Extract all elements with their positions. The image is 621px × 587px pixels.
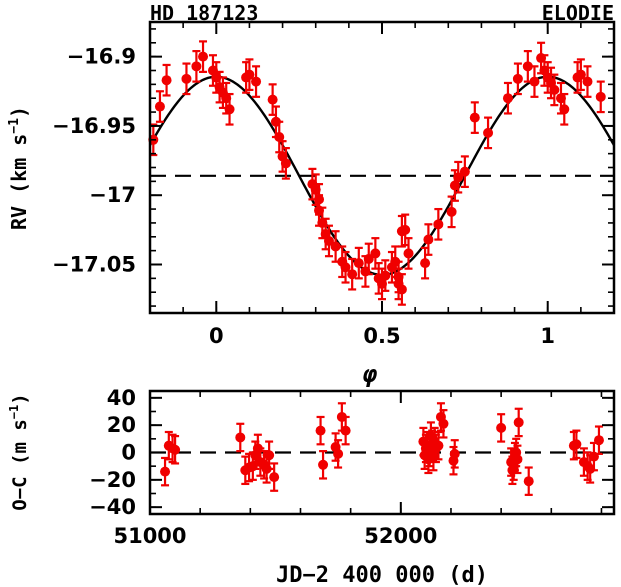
oc-point-14 [269, 462, 280, 492]
oc-point-18 [333, 439, 344, 469]
rv-point-52 [459, 155, 470, 188]
rv-point-4 [191, 49, 202, 83]
rv-point-69 [595, 80, 606, 114]
oc-ytick-label-2: 0 [121, 441, 136, 465]
oc-point-16 [318, 450, 329, 480]
rv-xtick-label-1: 0.5 [363, 324, 400, 348]
oc-point-44 [513, 407, 524, 438]
oc-axis-label-text: O−C (m s [9, 419, 31, 511]
rv-point-45 [403, 237, 414, 270]
rv-point-68 [582, 65, 593, 98]
rv-point-5 [198, 40, 209, 73]
rv-point-53 [469, 101, 480, 134]
oc-ytick-label-0: 40 [107, 386, 136, 410]
rv-point-54 [483, 116, 494, 150]
rv-ytick-label-2: −17 [89, 183, 136, 207]
rv-point-30 [347, 257, 358, 291]
rv-point-56 [512, 62, 523, 96]
rv-point-26 [323, 224, 334, 258]
rv-point-58 [529, 65, 540, 98]
residuals-panel: 51000 52000 40 20 0 −20 −40 JD−2 400 000 (d) O… [7, 386, 616, 587]
rv-ytick-label-0: −16.9 [67, 45, 136, 69]
rv-point-57 [522, 49, 533, 83]
rv-point-44 [400, 213, 411, 247]
rv-point-1 [154, 90, 165, 123]
oc-axis-label-close: ) [9, 393, 31, 404]
oc-point-0 [160, 456, 171, 487]
rv-point-13 [244, 58, 255, 92]
rv-point-63 [549, 73, 560, 107]
top-ticks-group: 0 0.5 1 −16.9 −16.95 −17 −17.05 [52, 22, 615, 348]
oc-point-47 [571, 429, 582, 460]
rv-points-group [148, 40, 606, 306]
rv-point-31 [353, 246, 364, 280]
rv-phase-panel: HD 187123 ELODIE 0 0.5 1−16.9−16.95−17−17.… [7, 1, 616, 388]
rv-axis-label-exponent: −1 [7, 118, 22, 134]
rv-point-47 [423, 223, 434, 256]
rv-axis-label: RV (km s−1) [7, 106, 31, 230]
oc-point-4 [235, 422, 246, 453]
oc-ytick-label-1: 20 [107, 413, 136, 437]
rv-point-17 [274, 120, 285, 154]
bottom-plot-frame [148, 389, 616, 516]
rv-xtick-label-0: 0 [209, 324, 224, 348]
rv-point-42 [396, 273, 407, 306]
oc-point-52 [593, 425, 604, 455]
top-plot-frame [148, 20, 616, 315]
rv-point-48 [433, 207, 444, 241]
rv-ytick-label-1: −16.95 [52, 114, 136, 138]
jd-axis-label: JD−2 400 000 (d) [276, 563, 488, 587]
rv-point-19 [280, 147, 291, 180]
rv-point-51 [453, 160, 464, 194]
rv-point-11 [224, 92, 235, 126]
rv-ytick-label-3: −17.05 [52, 253, 136, 277]
oc-point-34 [438, 409, 449, 439]
oc-point-13 [264, 440, 275, 470]
rv-point-15 [267, 83, 278, 116]
rv-point-34 [370, 237, 381, 270]
oc-ytick-label-4: −40 [89, 495, 136, 519]
oc-point-37 [496, 413, 507, 443]
rv-axis-label-text: RV (km s [7, 134, 31, 230]
oc-axis-label-exponent: −1 [7, 405, 21, 419]
oc-point-45 [523, 466, 534, 496]
rv-point-14 [251, 65, 262, 98]
rv-point-65 [559, 92, 570, 126]
rv-point-3 [181, 62, 192, 96]
rv-point-2 [161, 63, 172, 97]
phase-axis-label: φ [362, 360, 378, 388]
oc-point-32 [433, 430, 444, 461]
oc-xtick-label-0: 51000 [113, 524, 186, 548]
rv-point-55 [502, 81, 513, 115]
oc-xtick-label-1: 52000 [364, 524, 437, 548]
rv-xtick-label-2: 1 [540, 324, 555, 348]
oc-point-20 [340, 415, 351, 446]
oc-point-36 [449, 439, 460, 469]
rv-point-67 [575, 58, 586, 92]
oc-axis-label: O−C (m s−1) [7, 393, 31, 510]
oc-point-43 [512, 444, 523, 475]
rv-axis-label-close: ) [7, 106, 31, 118]
oc-point-15 [315, 415, 326, 446]
residual-points-group [160, 402, 604, 496]
bottom-ticks-group: 51000 52000 40 20 0 −20 −40 [89, 386, 614, 548]
rv-point-29 [340, 250, 351, 284]
oc-ytick-label-3: −20 [89, 468, 136, 492]
rv-point-33 [363, 242, 374, 276]
rv-point-37 [380, 259, 391, 292]
oc-point-3 [170, 435, 181, 465]
